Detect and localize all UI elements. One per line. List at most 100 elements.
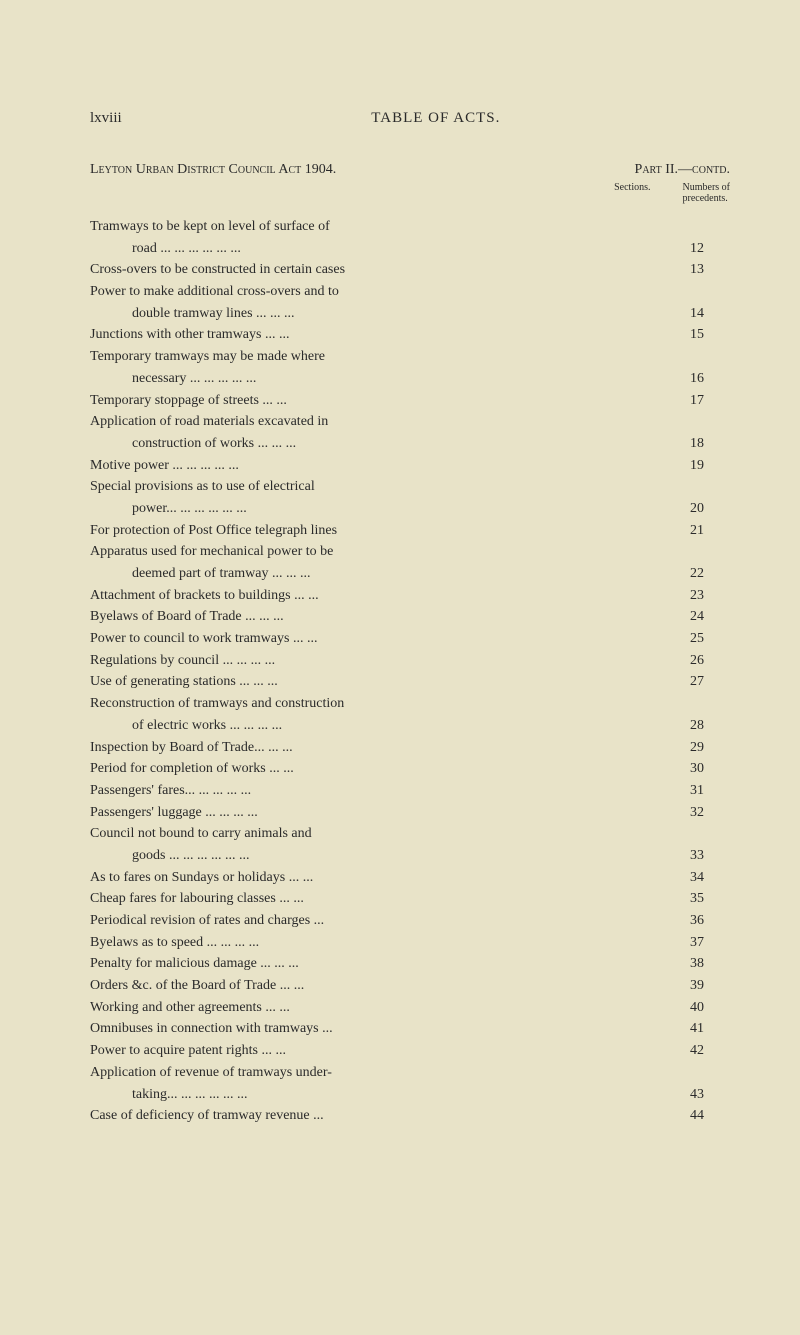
entry-row: Inspection by Board of Trade... ... ...2… (90, 737, 730, 759)
entry-row: Cheap fares for labouring classes ... ..… (90, 888, 730, 910)
entry-section-number: 19 (690, 455, 730, 477)
entry-row: Council not bound to carry animals and (90, 823, 730, 845)
act-title-row: Leyton Urban District Council Act 1904. … (90, 162, 730, 182)
entry-row: For protection of Post Office telegraph … (90, 520, 730, 542)
entry-text: Temporary stoppage of streets ... ... (90, 390, 690, 412)
table-of-acts-entries: Tramways to be kept on level of surface … (90, 216, 730, 1127)
entry-row: Reconstruction of tramways and construct… (90, 693, 730, 715)
entry-text: Tramways to be kept on level of surface … (90, 216, 690, 238)
entry-text: road ... ... ... ... ... ... (90, 238, 690, 260)
entry-row: Application of revenue of tramways under… (90, 1062, 730, 1084)
entry-section-number: 33 (690, 845, 730, 867)
entry-text: Special provisions as to use of electric… (90, 476, 690, 498)
entry-section-number: 29 (690, 737, 730, 759)
sections-column-label: Sections. (614, 182, 650, 204)
entry-text: Byelaws of Board of Trade ... ... ... (90, 606, 690, 628)
entry-row: double tramway lines ... ... ...14 (90, 303, 730, 325)
entry-section-number: 25 (690, 628, 730, 650)
entry-row: Tramways to be kept on level of surface … (90, 216, 730, 238)
entry-section-number: 27 (690, 671, 730, 693)
entry-section-number: 28 (690, 715, 730, 737)
entry-section-number: 37 (690, 932, 730, 954)
entry-row: road ... ... ... ... ... ...12 (90, 238, 730, 260)
entry-text: Period for completion of works ... ... (90, 758, 690, 780)
page-number-roman: lxviii (90, 110, 122, 127)
precedents-line2: precedents. (683, 193, 728, 204)
precedents-line1: Numbers of (683, 182, 731, 193)
entry-text: As to fares on Sundays or holidays ... .… (90, 867, 690, 889)
entry-section-number: 44 (690, 1105, 730, 1127)
entry-section-number: 39 (690, 975, 730, 997)
entry-row: Regulations by council ... ... ... ...26 (90, 650, 730, 672)
entry-section-number: 41 (690, 1018, 730, 1040)
entry-section-number: 23 (690, 585, 730, 607)
entry-section-number: 12 (690, 238, 730, 260)
entry-text: Byelaws as to speed ... ... ... ... (90, 932, 690, 954)
entry-section-number: 21 (690, 520, 730, 542)
entry-text: For protection of Post Office telegraph … (90, 520, 690, 542)
entry-text: Power to make additional cross-overs and… (90, 281, 690, 303)
entry-text: necessary ... ... ... ... ... (90, 368, 690, 390)
entry-section-number: 26 (690, 650, 730, 672)
entry-row: construction of works ... ... ...18 (90, 433, 730, 455)
entry-text: Application of revenue of tramways under… (90, 1062, 690, 1084)
part-label: Part II.—contd. (635, 162, 730, 178)
entry-section-number: 38 (690, 953, 730, 975)
entry-row: Application of road materials excavated … (90, 411, 730, 433)
entry-text: goods ... ... ... ... ... ... (90, 845, 690, 867)
entry-row: Attachment of brackets to buildings ... … (90, 585, 730, 607)
precedents-column-label: Numbers of precedents. (683, 182, 731, 204)
entry-section-number: 16 (690, 368, 730, 390)
entry-section-number: 35 (690, 888, 730, 910)
entry-text: Cross-overs to be constructed in certain… (90, 259, 690, 281)
page-header: lxviii TABLE OF ACTS. (90, 110, 730, 127)
entry-text: Omnibuses in connection with tramways ..… (90, 1018, 690, 1040)
entry-text: Council not bound to carry animals and (90, 823, 690, 845)
entry-text: construction of works ... ... ... (90, 433, 690, 455)
entry-text: Junctions with other tramways ... ... (90, 324, 690, 346)
entry-text: Apparatus used for mechanical power to b… (90, 541, 690, 563)
entry-text: Inspection by Board of Trade... ... ... (90, 737, 690, 759)
entry-row: power... ... ... ... ... ...20 (90, 498, 730, 520)
entry-text: Reconstruction of tramways and construct… (90, 693, 690, 715)
entry-text: Passengers' fares... ... ... ... ... (90, 780, 690, 802)
entry-row: Period for completion of works ... ...30 (90, 758, 730, 780)
columns-header: Sections. Numbers of precedents. (90, 182, 730, 204)
entry-row: Temporary stoppage of streets ... ...17 (90, 390, 730, 412)
entry-row: Byelaws as to speed ... ... ... ...37 (90, 932, 730, 954)
entry-text: Power to acquire patent rights ... ... (90, 1040, 690, 1062)
entry-text: Passengers' luggage ... ... ... ... (90, 802, 690, 824)
entry-section-number: 22 (690, 563, 730, 585)
entry-row: Working and other agreements ... ...40 (90, 997, 730, 1019)
entry-section-number: 15 (690, 324, 730, 346)
entry-text: deemed part of tramway ... ... ... (90, 563, 690, 585)
entry-section-number: 40 (690, 997, 730, 1019)
entry-section-number: 14 (690, 303, 730, 325)
entry-row: Passengers' fares... ... ... ... ...31 (90, 780, 730, 802)
entry-text: Attachment of brackets to buildings ... … (90, 585, 690, 607)
entry-section-number: 13 (690, 259, 730, 281)
entry-row: Power to council to work tramways ... ..… (90, 628, 730, 650)
entry-section-number: 30 (690, 758, 730, 780)
entry-row: of electric works ... ... ... ...28 (90, 715, 730, 737)
entry-text: of electric works ... ... ... ... (90, 715, 690, 737)
entry-text: Motive power ... ... ... ... ... (90, 455, 690, 477)
entry-section-number: 34 (690, 867, 730, 889)
page-title: TABLE OF ACTS. (371, 110, 500, 127)
entry-row: Special provisions as to use of electric… (90, 476, 730, 498)
entry-text: Use of generating stations ... ... ... (90, 671, 690, 693)
entry-text: Penalty for malicious damage ... ... ... (90, 953, 690, 975)
entry-text: Regulations by council ... ... ... ... (90, 650, 690, 672)
entry-text: power... ... ... ... ... ... (90, 498, 690, 520)
entry-text: taking... ... ... ... ... ... (90, 1084, 690, 1106)
entry-section-number: 17 (690, 390, 730, 412)
entry-text: Periodical revision of rates and charges… (90, 910, 690, 932)
entry-text: Application of road materials excavated … (90, 411, 690, 433)
entry-row: Orders &c. of the Board of Trade ... ...… (90, 975, 730, 997)
entry-row: Passengers' luggage ... ... ... ...32 (90, 802, 730, 824)
entry-row: Power to acquire patent rights ... ...42 (90, 1040, 730, 1062)
entry-row: Penalty for malicious damage ... ... ...… (90, 953, 730, 975)
entry-row: goods ... ... ... ... ... ...33 (90, 845, 730, 867)
entry-row: Motive power ... ... ... ... ...19 (90, 455, 730, 477)
entry-row: taking... ... ... ... ... ...43 (90, 1084, 730, 1106)
